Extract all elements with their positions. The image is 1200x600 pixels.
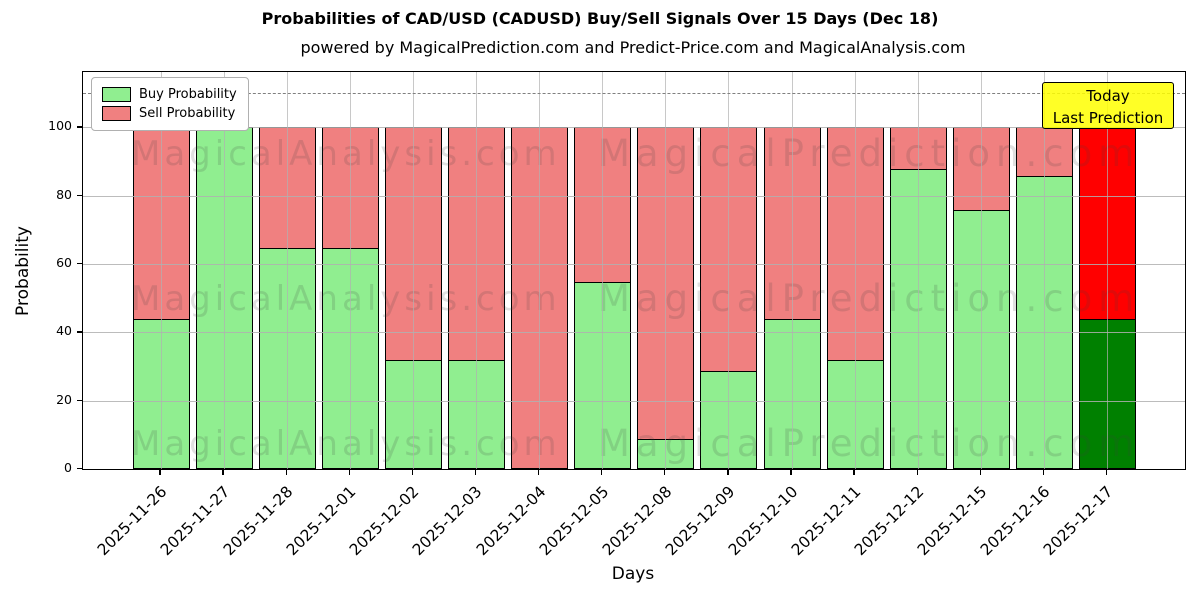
x-tick-mark [916,470,918,475]
v-gridline [349,72,351,469]
y-tick-label-40: 40 [56,323,72,339]
x-tick-mark [348,470,350,475]
y-tick-label-60: 60 [56,254,72,270]
plot-area: MagicalAnalysis.com MagicalPrediction.com… [82,71,1186,470]
watermark-text: MagicalPrediction.com [598,277,1141,320]
v-gridline [602,72,604,469]
x-tick-mark [601,470,603,475]
y-tick-label-100: 100 [48,118,72,134]
y-tick-mark [77,194,82,196]
v-gridline [854,72,856,469]
v-gridline [665,72,667,469]
x-tick-mark [727,470,729,475]
chart-title: Probabilities of CAD/USD (CADUSD) Buy/Se… [261,9,939,28]
x-tick-mark [790,470,792,475]
x-tick-mark [853,470,855,475]
y-tick-label-20: 20 [56,391,72,407]
watermark-text: MagicalPrediction.com [598,132,1141,175]
today-annotation: Today Last Prediction [1042,82,1174,129]
watermark-text: MagicalPrediction.com [598,422,1141,465]
chart-subtitle: powered by MagicalPrediction.com and Pre… [300,38,966,57]
annotation-line-2: Last Prediction [1052,109,1164,127]
v-gridline [1043,72,1045,469]
v-gridline [476,72,477,469]
v-gridline [286,72,288,469]
legend-item-sell: Sell Probability [102,104,238,123]
y-tick-mark [77,399,82,401]
annotation-line-1: Today [1086,87,1130,105]
x-tick-mark [664,470,666,475]
legend: Buy Probability Sell Probability [91,77,249,131]
watermark-text: MagicalAnalysis.com [131,279,561,319]
v-gridline [1107,72,1108,469]
x-axis-label: Days [611,564,655,584]
h-gridline [83,127,1185,129]
y-tick-mark [77,468,82,470]
x-tick-mark [979,470,981,475]
y-tick-label-80: 80 [56,186,72,202]
watermark-text: MagicalAnalysis.com [131,424,561,464]
v-gridline [160,72,162,469]
v-gridline [917,72,919,469]
v-gridline [412,72,414,469]
legend-item-buy: Buy Probability [102,85,238,104]
x-tick-mark [159,470,161,475]
legend-label-sell: Sell Probability [139,106,236,121]
x-tick-mark [537,470,540,475]
x-tick-mark [1042,470,1045,475]
legend-label-buy: Buy Probability [139,87,237,102]
x-tick-mark [1105,470,1108,475]
v-gridline [791,72,793,469]
x-tick-mark [222,470,224,475]
x-tick-mark [474,470,477,475]
y-tick-label-0: 0 [64,460,72,475]
v-gridline [980,72,982,469]
sell-probability-swatch [102,106,131,121]
h-gridline [83,332,1185,334]
h-gridline [83,263,1185,265]
x-tick-mark [285,470,287,475]
buy-probability-swatch [102,87,131,102]
h-gridline [83,195,1185,197]
v-gridline [539,72,541,469]
y-tick-mark [77,262,82,265]
y-tick-mark [77,331,82,333]
v-gridline [728,72,730,469]
dashed-threshold-line [83,93,1185,95]
y-tick-mark [77,126,82,128]
y-axis-label: Probability [13,226,33,316]
x-tick-mark [411,470,414,475]
h-gridline [83,400,1185,402]
v-gridline [223,72,225,469]
watermark-text: MagicalAnalysis.com [131,134,561,174]
